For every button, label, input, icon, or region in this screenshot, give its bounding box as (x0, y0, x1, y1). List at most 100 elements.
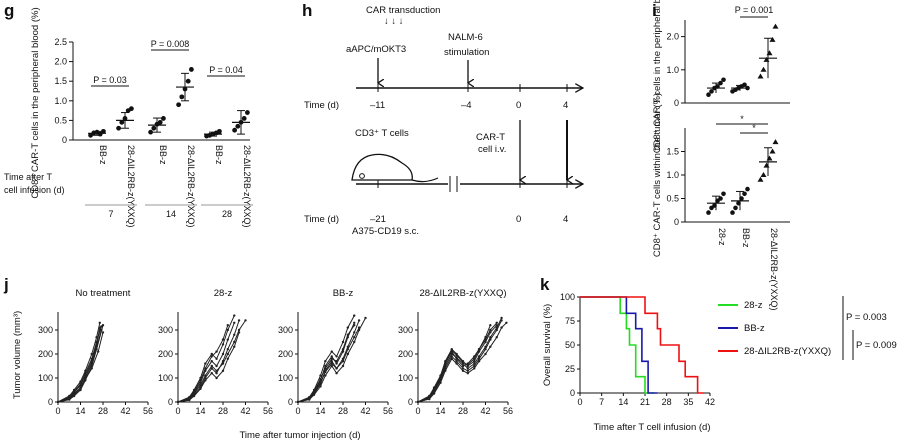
j-data-point (176, 400, 180, 404)
k-ytick-label: 50 (565, 340, 575, 350)
j-ytick-label: 200 (38, 349, 53, 359)
j-xtick-label: 0 (295, 406, 300, 416)
j-data-point (466, 363, 470, 366)
j-data-point (461, 369, 465, 372)
j-data-point (341, 364, 345, 368)
j-data-point (341, 340, 345, 344)
j-data-point (335, 367, 338, 370)
i-top-data-point (760, 66, 767, 72)
j-data-point (84, 378, 87, 381)
j-data-point (215, 350, 218, 353)
g-ytick-label: 0.5 (54, 115, 67, 125)
j-data-point (244, 319, 247, 322)
j-xtick-label: 56 (143, 406, 153, 416)
g-data-point (189, 67, 194, 72)
g-data-point (185, 78, 191, 84)
j-data-point (79, 382, 82, 386)
j-data-point (319, 374, 322, 377)
j-xtick-label: 56 (263, 406, 273, 416)
g-data-point (157, 119, 163, 125)
j-data-point (330, 362, 333, 365)
g-category-label: 28-ΔIL2RB-z(YXXQ) (186, 145, 196, 228)
j-data-point (495, 326, 498, 329)
j-data-point (96, 350, 100, 353)
g-data-point (151, 125, 157, 131)
j-data-point (192, 392, 196, 395)
k-pvalue: P = 0.009 (856, 340, 897, 351)
j-series-line (57, 322, 101, 403)
g-data-point (176, 102, 182, 108)
j-data-point (461, 361, 465, 364)
j-xtick-label: 0 (175, 406, 180, 416)
i-bottom-data-point (730, 210, 735, 215)
panel-j-chart: Tumor volume (mm³) Time after tumor inje… (12, 288, 513, 441)
j-data-point (466, 367, 470, 370)
i-sig-star: * (740, 114, 744, 124)
j-data-point (335, 360, 338, 363)
j-data-point (84, 372, 87, 375)
mouse-icon (351, 153, 439, 183)
j-xtick-label: 28 (98, 406, 108, 416)
j-data-point (335, 355, 338, 358)
j-series-line (417, 322, 507, 403)
j-data-point (215, 364, 218, 368)
j-data-point (210, 364, 213, 368)
j-data-point (357, 326, 361, 329)
j-data-point (324, 370, 327, 374)
j-data-point (335, 362, 338, 365)
i-bottom-data-point (757, 176, 764, 182)
j-data-point (192, 390, 196, 393)
j-data-point (210, 372, 213, 375)
j-data-point (495, 336, 498, 339)
j-data-point (204, 362, 207, 365)
h-time-label-bottom: Time (d) (304, 214, 339, 225)
g-data-point (235, 123, 241, 129)
k-xtick-label: 21 (640, 397, 650, 407)
j-ytick-label: 100 (398, 373, 413, 383)
j-data-point (226, 352, 230, 356)
j-series-line (417, 325, 491, 403)
g-category-label: BB-z (158, 145, 168, 165)
j-data-point (312, 391, 316, 395)
j-data-point (466, 372, 470, 375)
k-ytick-label: 75 (565, 316, 575, 326)
k-ytick-label: 0 (570, 388, 575, 398)
j-data-point (324, 360, 327, 363)
h-tick-bottom-2: 0 (516, 214, 521, 225)
j-ytick-label: 0 (408, 397, 413, 407)
j-data-point (346, 352, 350, 356)
i-bottom-data-point (718, 196, 723, 201)
j-data-point (473, 367, 476, 370)
j-data-point (489, 324, 492, 327)
j-data-point (428, 395, 431, 398)
k-ytick-label: 100 (560, 292, 575, 302)
i-bottom-data-point (742, 191, 747, 197)
j-data-point (477, 348, 481, 351)
i-sig-star: * (752, 123, 756, 133)
j-data-point (353, 321, 356, 324)
j-data-point (319, 378, 322, 381)
j-data-point (432, 387, 436, 390)
j-data-point (308, 397, 311, 400)
g-data-point (232, 127, 238, 133)
j-data-point (72, 390, 76, 393)
g-data-point (116, 125, 121, 131)
panel-h-schematic: CAR transduction ↓ ↓ ↓ aAPC/mOKT3 NALM-6… (304, 5, 583, 237)
g-category-label: 28-ΔIL2RB-z(YXXQ) (126, 145, 136, 228)
j-series-line (177, 325, 229, 403)
j-series-line (57, 326, 102, 403)
j-data-point (450, 352, 453, 356)
j-xlabel: Time after tumor injection (d) (239, 430, 360, 441)
j-subplot-title: 28-ΔIL2RB-z(YXXQ) (419, 288, 506, 299)
j-ytick-label: 200 (278, 349, 293, 359)
j-data-point (353, 340, 356, 344)
j-data-point (95, 336, 98, 339)
k-xtick-label: 42 (705, 397, 715, 407)
j-data-point (432, 392, 436, 395)
panel-label-h: h (302, 1, 312, 20)
j-data-point (341, 360, 345, 363)
j-data-point (210, 360, 213, 363)
k-legend-label: BB-z (744, 323, 765, 334)
panel-i-chart: CD8⁺ CAR T cells in the peripheral blood… (652, 0, 790, 311)
i-bottom-ytick-label: 1.5 (666, 147, 679, 157)
